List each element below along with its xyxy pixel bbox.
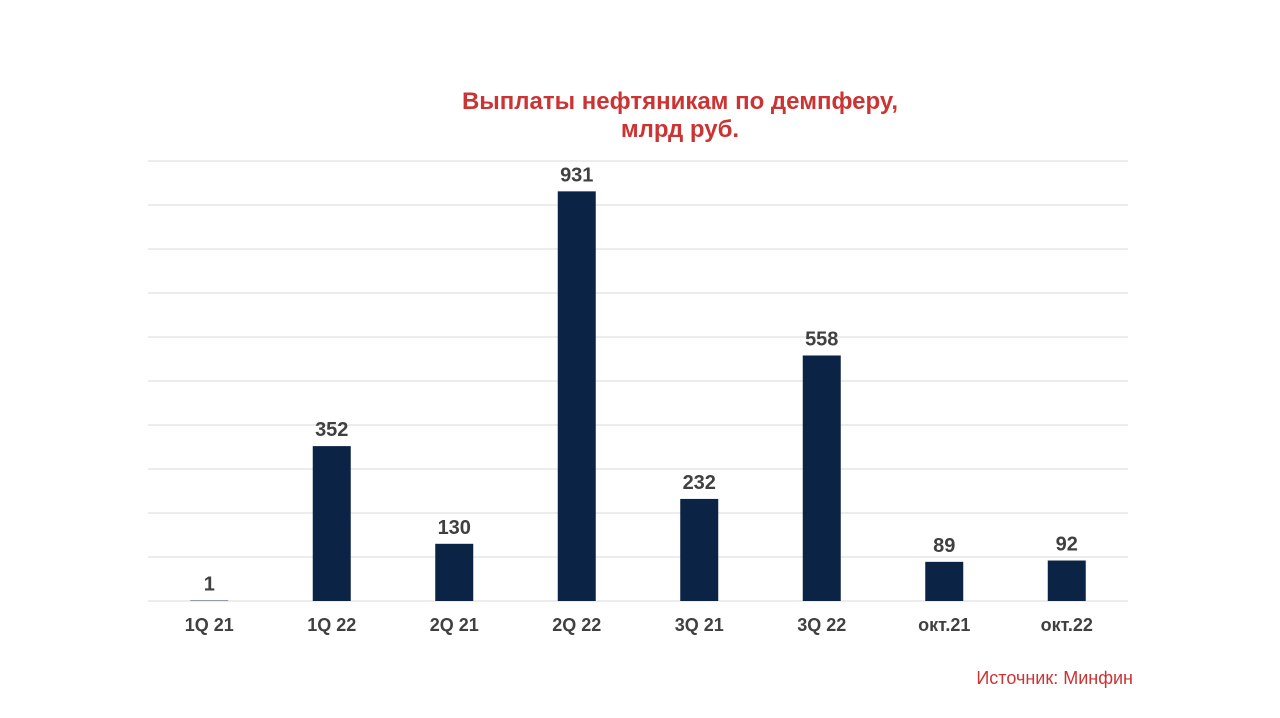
x-tick-label-3: 2Q 21 [430, 615, 479, 635]
bar-8 [1047, 560, 1086, 601]
bar-5 [680, 498, 719, 601]
data-label-3: 130 [438, 517, 471, 539]
x-tick-label-2: 1Q 22 [307, 615, 356, 635]
bar-2 [312, 446, 351, 601]
chart-title: Выплаты нефтяникам по демпферу, млрд руб… [340, 88, 1020, 144]
data-label-8: 92 [1056, 534, 1078, 556]
gridlines [148, 160, 1128, 602]
bar-7 [925, 561, 964, 601]
data-label-4: 931 [560, 164, 593, 186]
x-tick-label-4: 2Q 22 [552, 615, 601, 635]
x-tick-labels: 1Q 21 1Q 22 2Q 21 2Q 22 3Q 21 3Q 22 окт.21 окт.… [185, 615, 1093, 635]
bar-6 [802, 355, 841, 601]
data-labels: 1 352 130 931 232 558 89 92 [204, 164, 1078, 595]
data-label-2: 352 [315, 419, 348, 441]
chart-title-line-1: Выплаты нефтяникам по демпферу, [461, 88, 899, 115]
x-tick-label-1: 1Q 21 [185, 615, 234, 635]
bar-4 [557, 191, 596, 602]
data-label-1: 1 [204, 574, 215, 596]
chart-title-line-2: млрд руб. [620, 116, 740, 143]
data-label-7: 89 [933, 535, 955, 557]
data-label-5: 232 [683, 472, 716, 494]
data-label-6: 558 [805, 328, 838, 350]
bars [190, 191, 1086, 602]
x-tick-label-7: окт.21 [918, 615, 970, 635]
x-tick-label-8: окт.22 [1041, 615, 1093, 635]
bar-3 [435, 543, 474, 601]
x-tick-label-5: 3Q 21 [675, 615, 724, 635]
x-tick-label-6: 3Q 22 [797, 615, 846, 635]
source-note: Источник: Минфин [976, 668, 1133, 688]
